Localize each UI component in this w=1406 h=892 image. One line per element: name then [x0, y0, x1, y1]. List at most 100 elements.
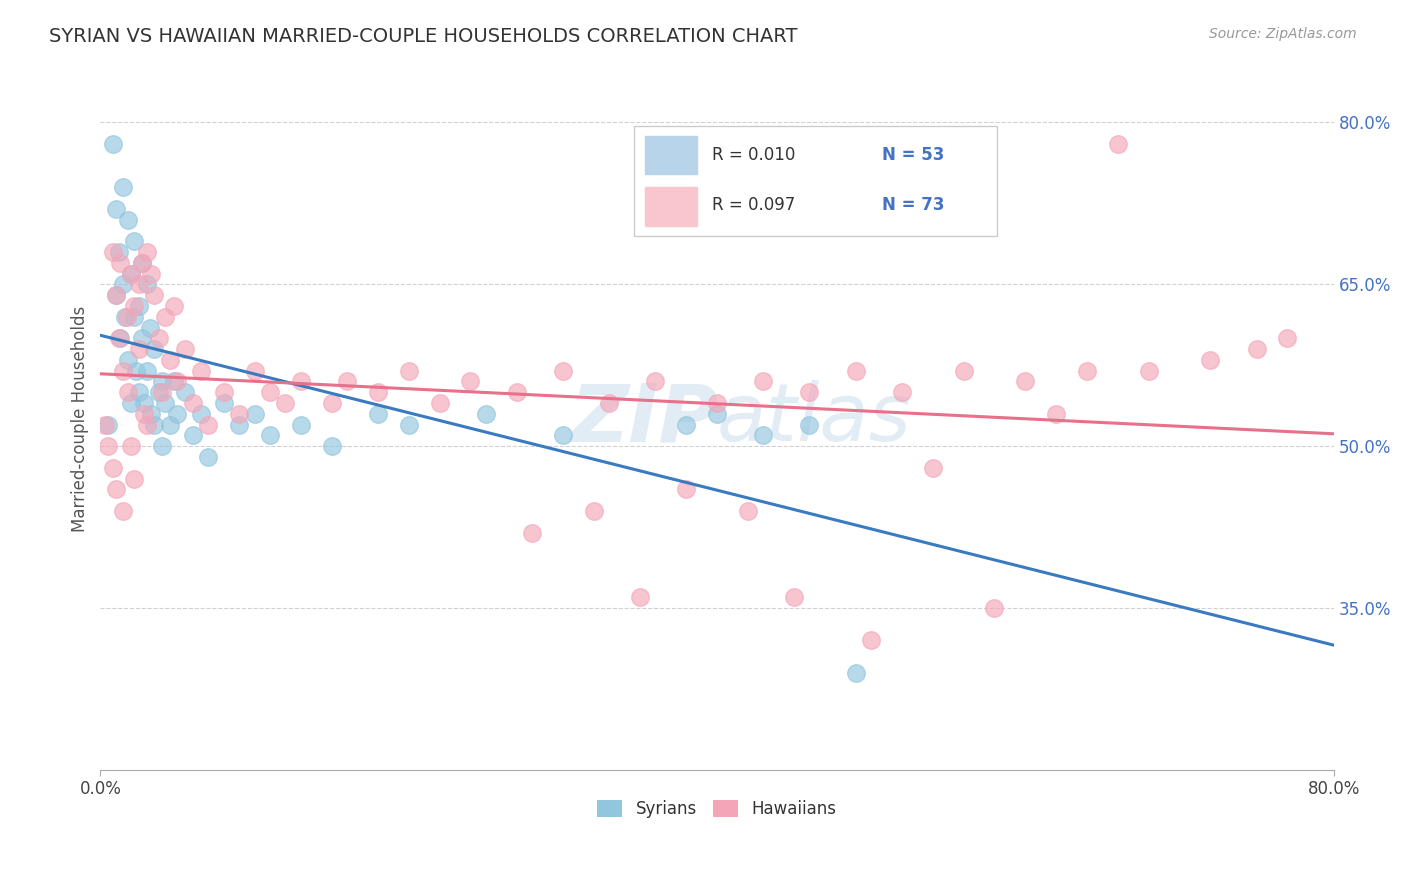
Point	[228, 407, 250, 421]
Point	[398, 417, 420, 432]
Point	[228, 417, 250, 432]
Point	[321, 439, 343, 453]
Point	[97, 439, 120, 453]
Point	[141, 267, 163, 281]
Point	[117, 352, 139, 367]
Point	[135, 417, 157, 432]
Point	[737, 504, 759, 518]
Point	[132, 407, 155, 421]
Point	[120, 267, 142, 281]
Point	[799, 385, 821, 400]
Point	[120, 396, 142, 410]
Point	[150, 439, 173, 453]
Point	[845, 665, 868, 680]
Point	[321, 396, 343, 410]
Point	[120, 267, 142, 281]
Point	[143, 417, 166, 432]
Point	[706, 407, 728, 421]
Point	[1076, 364, 1098, 378]
Point	[598, 396, 620, 410]
Point	[143, 342, 166, 356]
Point	[112, 277, 135, 292]
Point	[104, 483, 127, 497]
Point	[174, 385, 197, 400]
Point	[259, 428, 281, 442]
Text: Source: ZipAtlas.com: Source: ZipAtlas.com	[1209, 27, 1357, 41]
Point	[122, 234, 145, 248]
Point	[367, 385, 389, 400]
Point	[131, 256, 153, 270]
Point	[131, 256, 153, 270]
Y-axis label: Married-couple Households: Married-couple Households	[72, 306, 89, 533]
Point	[132, 396, 155, 410]
Point	[460, 375, 482, 389]
Point	[1246, 342, 1268, 356]
Point	[115, 310, 138, 324]
Point	[181, 428, 204, 442]
Point	[952, 364, 974, 378]
Point	[108, 331, 131, 345]
Point	[1107, 137, 1129, 152]
Point	[138, 320, 160, 334]
Point	[551, 428, 574, 442]
Point	[122, 472, 145, 486]
Point	[190, 364, 212, 378]
Text: ZIP: ZIP	[569, 380, 717, 458]
Point	[675, 483, 697, 497]
Point	[644, 375, 666, 389]
Point	[135, 277, 157, 292]
Point	[243, 364, 266, 378]
Point	[520, 525, 543, 540]
Point	[110, 256, 132, 270]
Point	[290, 375, 312, 389]
Point	[752, 375, 775, 389]
Point	[921, 460, 943, 475]
Point	[122, 310, 145, 324]
Legend: Syrians, Hawaiians: Syrians, Hawaiians	[591, 793, 844, 825]
Point	[551, 364, 574, 378]
Point	[163, 375, 186, 389]
Point	[197, 417, 219, 432]
Point	[582, 504, 605, 518]
Point	[101, 137, 124, 152]
Point	[181, 396, 204, 410]
Point	[135, 244, 157, 259]
Point	[1199, 352, 1222, 367]
Point	[290, 417, 312, 432]
Point	[122, 299, 145, 313]
Point	[97, 417, 120, 432]
Point	[197, 450, 219, 464]
Point	[274, 396, 297, 410]
Point	[150, 375, 173, 389]
Point	[259, 385, 281, 400]
Point	[159, 352, 181, 367]
Point	[128, 385, 150, 400]
Point	[367, 407, 389, 421]
Point	[860, 633, 883, 648]
Point	[135, 364, 157, 378]
Point	[153, 310, 176, 324]
Point	[112, 180, 135, 194]
Point	[128, 277, 150, 292]
Point	[101, 244, 124, 259]
Point	[1045, 407, 1067, 421]
Point	[1137, 364, 1160, 378]
Point	[505, 385, 527, 400]
Point	[752, 428, 775, 442]
Point	[112, 364, 135, 378]
Point	[675, 417, 697, 432]
Point	[108, 244, 131, 259]
Point	[101, 460, 124, 475]
Point	[845, 364, 868, 378]
Point	[983, 601, 1005, 615]
Point	[474, 407, 496, 421]
Point	[1277, 331, 1299, 345]
Point	[110, 331, 132, 345]
Text: SYRIAN VS HAWAIIAN MARRIED-COUPLE HOUSEHOLDS CORRELATION CHART: SYRIAN VS HAWAIIAN MARRIED-COUPLE HOUSEH…	[49, 27, 797, 45]
Point	[799, 417, 821, 432]
Point	[104, 288, 127, 302]
Point	[1014, 375, 1036, 389]
Point	[336, 375, 359, 389]
Point	[125, 364, 148, 378]
Point	[783, 591, 806, 605]
